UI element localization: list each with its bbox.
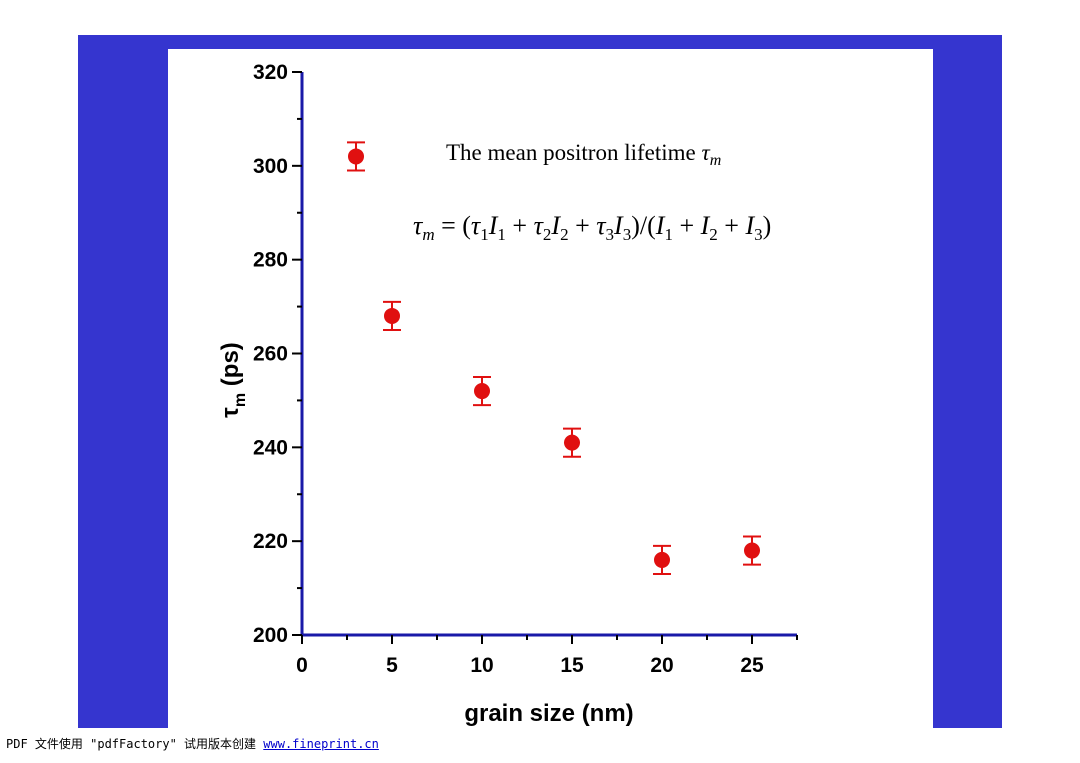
formula-term: = (	[435, 211, 471, 240]
y-axis-title-sub: m	[232, 393, 249, 407]
formula-term: )/(	[631, 211, 656, 240]
data-point	[473, 375, 491, 407]
formula-subscript: 3	[754, 225, 763, 244]
data-point	[347, 141, 365, 172]
formula-subscript: 2	[709, 225, 718, 244]
annotation-title-symbol: τ	[701, 140, 710, 165]
y-tick-label: 240	[253, 436, 288, 459]
formula-subscript: 3	[623, 225, 632, 244]
data-point	[383, 300, 401, 332]
x-tick-label: 10	[470, 654, 493, 677]
x-tick-label: 5	[386, 654, 398, 677]
x-tick-label: 20	[650, 654, 673, 677]
data-point	[563, 427, 581, 458]
formula-subscript: 2	[543, 225, 552, 244]
annotation-title-text: The mean positron lifetime	[446, 140, 701, 165]
data-marker	[348, 148, 364, 165]
annotation-title: The mean positron lifetime τm	[446, 140, 721, 169]
formula-subscript: 3	[606, 225, 615, 244]
formula-term: I	[613, 211, 624, 240]
y-tick-label: 220	[253, 530, 288, 553]
formula-subscript: 1	[664, 225, 673, 244]
y-tick-label: 260	[253, 343, 288, 366]
formula-subscript: 1	[497, 225, 506, 244]
y-tick-label: 200	[253, 624, 288, 647]
formula-term: +	[718, 211, 746, 240]
x-tick-label: 15	[560, 654, 584, 677]
data-marker	[744, 542, 760, 559]
formula-lhs-sub: m	[422, 225, 434, 244]
data-point	[653, 544, 671, 576]
formula-term: +	[569, 211, 597, 240]
formula-term: +	[506, 211, 534, 240]
formula-term: I	[744, 211, 755, 240]
x-tick-label: 0	[296, 654, 308, 677]
y-axis-title-unit: (ps)	[217, 342, 244, 393]
formula-subscript: 1	[480, 225, 489, 244]
formula-lhs: τ	[413, 211, 424, 240]
y-tick-label: 320	[253, 61, 288, 84]
data-points	[347, 141, 761, 576]
formula-term: I	[488, 211, 499, 240]
plot-panel	[168, 49, 933, 728]
annotation-formula: τm = (τ1I1 + τ2I2 + τ3I3)/(I1 + I2 + I3)	[413, 211, 771, 244]
y-axis-title: τm (ps)	[217, 342, 249, 418]
ticks: 200 220 240 260 280 300 320 0 5 10 15 20 25	[253, 61, 798, 677]
formula-term: τ	[471, 211, 482, 240]
data-marker	[564, 434, 580, 451]
formula-term: +	[673, 211, 701, 240]
y-tick-label: 280	[253, 249, 288, 272]
y-axis-title-symbol: τ	[217, 407, 244, 418]
footer: PDF 文件使用 "pdfFactory" 试用版本创建 www.finepri…	[6, 735, 379, 753]
data-point	[743, 535, 761, 566]
footer-text: PDF 文件使用 "pdfFactory" 试用版本创建	[6, 737, 264, 751]
x-tick-label: 25	[740, 654, 764, 677]
annotation-title-sub: m	[710, 152, 722, 169]
data-marker	[654, 551, 670, 568]
formula-subscript: 2	[560, 225, 569, 244]
formula-term: I	[655, 211, 666, 240]
formula-term: )	[763, 211, 772, 240]
data-marker	[384, 307, 400, 324]
formula-term: τ	[534, 211, 545, 240]
data-marker	[474, 383, 490, 400]
x-axis-title: grain size (nm)	[464, 700, 633, 727]
formula-term: I	[700, 211, 711, 240]
formula-term: I	[550, 211, 561, 240]
formula-term: τ	[596, 211, 607, 240]
y-tick-label: 300	[253, 155, 288, 178]
footer-link[interactable]: www.fineprint.cn	[263, 737, 379, 751]
